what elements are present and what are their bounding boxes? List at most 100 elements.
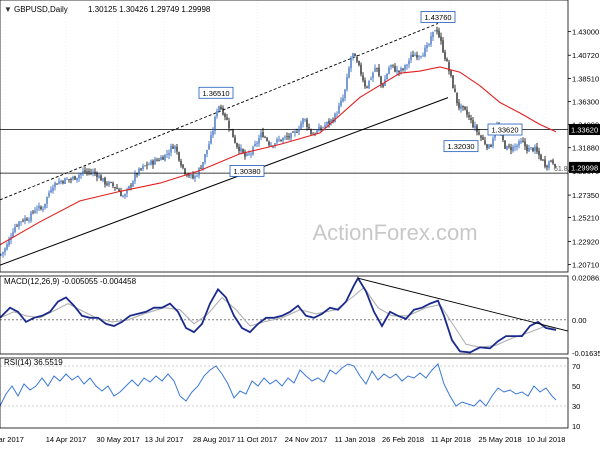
candle-body (330, 119, 332, 123)
candle-body (110, 181, 112, 183)
macd-y-tick-label: 0.020861 (572, 274, 600, 283)
candle-body (380, 76, 382, 85)
candle-body (504, 140, 506, 149)
candle-body (328, 120, 330, 124)
panel-frame-macd (0, 275, 569, 355)
candle-body (180, 161, 182, 166)
rsi-title: RSI(14) 36.5519 (4, 358, 63, 367)
candle-body (76, 177, 78, 181)
candle-body (168, 152, 170, 155)
candle-body (350, 57, 352, 69)
candle-body (512, 146, 514, 152)
candle-body (300, 123, 302, 129)
candle-body (206, 149, 208, 154)
candle-body (318, 126, 320, 132)
candle-body (128, 186, 130, 190)
candle-body (140, 168, 142, 170)
candle-body (320, 127, 322, 129)
candle-body (472, 120, 474, 128)
candle-body (38, 205, 40, 209)
candle-body (308, 126, 310, 129)
candle-body (544, 159, 546, 167)
candle-body (302, 118, 304, 125)
x-tick-label: 30 May 2017 (96, 435, 139, 444)
candle-body (236, 143, 238, 147)
candle-body (30, 212, 32, 221)
candle-body (362, 75, 364, 81)
candle-body (138, 168, 140, 175)
candle-body (344, 89, 346, 98)
candle-body (522, 140, 524, 142)
candle-body (34, 210, 36, 214)
watermark-text: ActionForex.com (312, 220, 477, 245)
candle-body (146, 164, 148, 166)
candle-body (474, 125, 476, 128)
candle-body (130, 185, 132, 187)
candle-body (18, 221, 20, 227)
candle-body (262, 132, 264, 138)
candle-body (336, 113, 338, 115)
x-tick-label: 24 Nov 2017 (285, 435, 328, 444)
x-tick-label: 26 Feb 2018 (382, 435, 424, 444)
candle-body (74, 176, 76, 180)
candle-body (376, 67, 378, 69)
current-price-tag-text: 1.29998 (571, 163, 598, 172)
candle-body (50, 189, 52, 193)
candle-body (218, 106, 220, 111)
candle-body (456, 92, 458, 104)
candle-body (184, 168, 186, 174)
candle-body (64, 178, 66, 184)
candle-body (542, 159, 544, 161)
candle-body (126, 189, 128, 194)
candle-body (464, 106, 466, 110)
moving-average-line (0, 66, 557, 246)
candle-body (90, 172, 92, 174)
candle-body (370, 78, 372, 80)
candle-body (132, 181, 134, 187)
dropdown-icon[interactable]: ▼ (4, 5, 12, 14)
candle-body (342, 98, 344, 102)
candle-body (32, 211, 34, 213)
candle-body (198, 167, 200, 176)
candle-body (536, 146, 538, 152)
candle-body (280, 139, 282, 142)
candle-body (80, 173, 82, 176)
candle-body (246, 153, 248, 156)
x-tick-label: 11 Jan 2018 (335, 435, 376, 444)
candle-body (466, 109, 468, 115)
candle-body (188, 174, 190, 176)
candle-body (116, 187, 118, 189)
y-tick-label: 1.31880 (572, 144, 599, 153)
candle-body (66, 178, 68, 180)
axis-layer: 1 Mar 2017 14 Apr 2017 30 May 2017 13 Jul 2… (0, 0, 600, 444)
candle-body (122, 196, 124, 197)
candle-body (524, 141, 526, 147)
candle-body (296, 132, 298, 133)
candle-body (172, 146, 174, 149)
candle-body (478, 132, 480, 135)
candle-body (476, 125, 478, 132)
candle-body (222, 108, 224, 115)
candle-body (360, 64, 362, 75)
candle-body (258, 138, 260, 144)
candle-body (368, 80, 370, 89)
macd-signal-line (0, 286, 557, 348)
candle-body (388, 67, 390, 74)
candle-body (174, 146, 176, 149)
candle-body (352, 53, 354, 57)
watermark-layer: ActionForex.com (312, 220, 477, 245)
candle-body (446, 58, 448, 62)
candle-body (46, 196, 48, 204)
candle-body (392, 64, 394, 66)
candle-body (274, 143, 276, 146)
candle-body (356, 56, 358, 62)
current-price-tag (569, 161, 600, 173)
candle-body (508, 145, 510, 147)
level-price-tag (569, 124, 600, 136)
macd-main-line (0, 276, 557, 354)
candle-body (268, 141, 270, 146)
candle-body (56, 183, 58, 185)
candle-body (410, 54, 412, 60)
candle-body (406, 64, 408, 66)
y-tick-label: 1.36300 (572, 97, 599, 106)
